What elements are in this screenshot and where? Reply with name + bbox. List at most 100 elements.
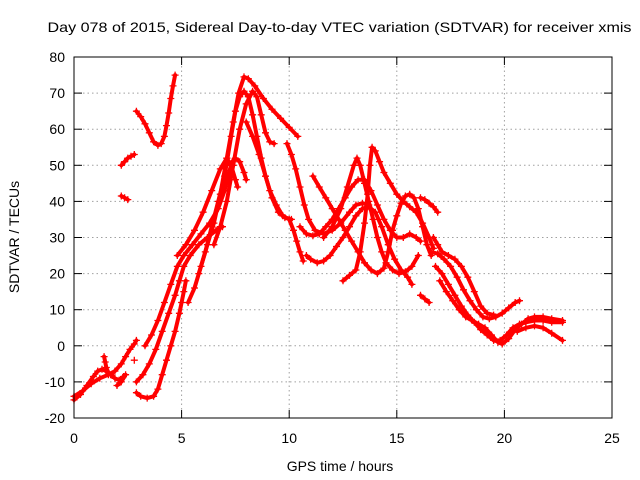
- data-point: [386, 179, 394, 187]
- data-point: [376, 158, 384, 166]
- data-point: [307, 255, 315, 263]
- data-point: [339, 234, 347, 241]
- data-series: [130, 356, 138, 364]
- data-point: [251, 82, 259, 90]
- data-point: [113, 382, 121, 389]
- data-point: [231, 176, 239, 184]
- data-point: [171, 71, 179, 79]
- x-tick-label: 25: [604, 430, 620, 446]
- data-point: [160, 132, 168, 140]
- data-point: [505, 304, 513, 312]
- data-point: [371, 147, 379, 155]
- data-point: [180, 288, 188, 296]
- data-point: [242, 118, 250, 126]
- data-point: [160, 299, 168, 306]
- data-series: [427, 248, 523, 323]
- series-layer: [70, 71, 566, 404]
- data-point: [346, 271, 353, 279]
- data-point: [440, 255, 448, 263]
- data-point: [268, 194, 276, 202]
- data-series: [417, 291, 433, 306]
- data-point: [249, 111, 257, 119]
- data-point: [364, 190, 372, 198]
- y-tick-label: 20: [49, 266, 65, 282]
- data-series: [417, 194, 442, 216]
- data-point: [132, 389, 140, 397]
- y-tick-label: 10: [49, 302, 65, 318]
- data-point: [429, 203, 437, 211]
- data-point: [117, 360, 125, 368]
- data-point: [494, 338, 502, 346]
- data-point: [89, 373, 97, 380]
- data-point: [444, 280, 452, 288]
- x-tick-label: 20: [497, 430, 513, 446]
- data-point: [466, 297, 474, 305]
- data-point: [421, 295, 429, 303]
- data-point: [389, 226, 396, 234]
- data-point: [188, 241, 196, 249]
- data-point: [423, 241, 431, 249]
- data-point: [262, 172, 269, 180]
- chart-title: Day 078 of 2015, Sidereal Day-to-day VTE…: [48, 19, 632, 35]
- data-point: [111, 374, 119, 382]
- data-point: [453, 273, 461, 281]
- data-point: [309, 172, 317, 180]
- data-point: [432, 262, 439, 270]
- data-point: [417, 291, 424, 299]
- data-series: [132, 71, 179, 149]
- data-point: [182, 277, 190, 285]
- data-point: [421, 196, 429, 204]
- data-point: [87, 380, 95, 388]
- data-point: [141, 120, 149, 128]
- data-point: [231, 107, 239, 115]
- data-series: [429, 234, 498, 319]
- data-point: [326, 252, 334, 259]
- data-point: [348, 237, 356, 245]
- data-point: [475, 320, 483, 328]
- data-point: [249, 87, 257, 95]
- data-point: [240, 169, 248, 176]
- data-point: [255, 151, 263, 158]
- data-series: [513, 322, 566, 344]
- data-point: [380, 169, 388, 176]
- data-point: [175, 277, 183, 285]
- data-point: [130, 340, 138, 348]
- data-point: [150, 138, 158, 146]
- data-point: [98, 365, 106, 373]
- data-point: [240, 73, 248, 81]
- data-point: [366, 161, 374, 169]
- data-point: [352, 201, 360, 209]
- data-point: [294, 132, 302, 140]
- data-point: [287, 151, 295, 158]
- data-point: [154, 317, 162, 324]
- data-point: [266, 138, 274, 146]
- data-point: [150, 392, 158, 400]
- data-point: [296, 223, 304, 231]
- data-point: [333, 243, 340, 250]
- data-point: [173, 262, 181, 270]
- data-point: [378, 248, 386, 256]
- data-point: [356, 161, 364, 169]
- data-point: [412, 208, 420, 216]
- y-tick-label: 30: [49, 230, 65, 246]
- series-trace: [244, 120, 294, 222]
- data-point: [121, 158, 129, 166]
- data-point: [414, 252, 422, 259]
- data-point: [299, 257, 307, 265]
- data-point: [132, 107, 140, 115]
- data-point: [221, 172, 229, 180]
- data-point: [100, 353, 108, 361]
- data-point: [102, 364, 110, 371]
- data-point: [227, 161, 235, 169]
- data-point: [117, 378, 125, 386]
- data-point: [462, 313, 470, 321]
- data-point: [195, 241, 203, 249]
- data-point: [328, 205, 336, 213]
- data-point: [249, 132, 257, 140]
- data-point: [240, 87, 248, 95]
- data-point: [165, 109, 173, 117]
- data-point: [505, 335, 513, 343]
- data-point: [434, 250, 442, 258]
